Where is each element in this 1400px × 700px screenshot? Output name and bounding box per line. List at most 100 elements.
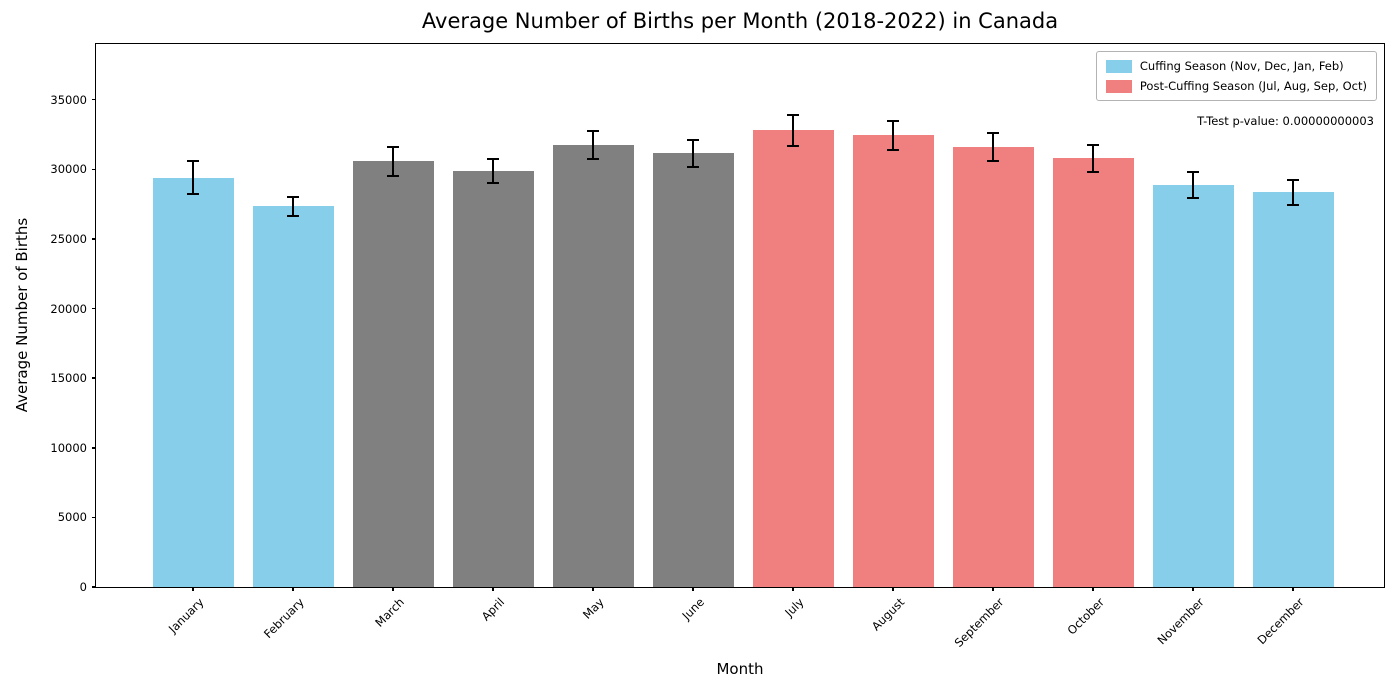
- error-bar-november: [1192, 171, 1194, 199]
- error-cap-bottom-september: [987, 159, 999, 162]
- x-tick-label-october: October: [1064, 595, 1107, 638]
- error-cap-bottom-april: [487, 181, 499, 184]
- y-axis-label: Average Number of Births: [13, 217, 31, 413]
- error-cap-top-august: [887, 119, 899, 122]
- legend-label-1: Post-Cuffing Season (Jul, Aug, Sep, Oct): [1139, 79, 1367, 93]
- error-cap-top-march: [387, 145, 399, 148]
- x-tick-mark-july: [792, 587, 794, 591]
- y-tick-mark: [92, 447, 96, 449]
- error-cap-bottom-november: [1187, 197, 1199, 200]
- legend-row-0: Cuffing Season (Nov, Dec, Jan, Feb): [1105, 59, 1367, 73]
- chart-title: Average Number of Births per Month (2018…: [421, 9, 1059, 33]
- error-cap-top-september: [987, 131, 999, 134]
- x-tick-mark-march: [392, 587, 394, 591]
- error-bar-september: [992, 132, 994, 161]
- legend: Cuffing Season (Nov, Dec, Jan, Feb) Post-…: [1095, 51, 1377, 101]
- error-cap-bottom-june: [687, 166, 699, 169]
- x-tick-mark-december: [1292, 587, 1294, 591]
- x-tick-mark-september: [992, 587, 994, 591]
- y-tick-mark: [92, 168, 96, 171]
- bar-july: [752, 130, 834, 587]
- bar-january: [152, 177, 234, 587]
- bar-may: [552, 145, 634, 587]
- x-tick-mark-august: [892, 587, 894, 591]
- bar-august: [852, 135, 934, 587]
- error-cap-bottom-october: [1087, 171, 1099, 174]
- error-cap-bottom-august: [887, 148, 899, 151]
- error-bar-january: [192, 160, 194, 195]
- legend-label-0: Cuffing Season (Nov, Dec, Jan, Feb): [1139, 59, 1344, 73]
- x-tick-label-december: December: [1254, 595, 1307, 648]
- x-tick-mark-october: [1092, 587, 1094, 591]
- error-cap-bottom-july: [787, 144, 799, 147]
- y-tick-label: 5000: [57, 510, 87, 525]
- error-bar-october: [1092, 144, 1094, 173]
- x-tick-label-august: August: [868, 595, 907, 634]
- bar-june: [652, 153, 734, 587]
- legend-swatch-1: [1105, 79, 1132, 93]
- y-tick-label: 0: [79, 580, 87, 594]
- error-cap-top-november: [1187, 170, 1199, 173]
- error-cap-bottom-january: [187, 193, 199, 196]
- x-tick-label-july: July: [782, 595, 807, 620]
- bar-november: [1152, 185, 1234, 587]
- error-cap-bottom-march: [387, 174, 399, 177]
- error-bar-april: [492, 158, 494, 183]
- y-tick-mark: [92, 586, 96, 588]
- bar-september: [952, 146, 1034, 587]
- x-tick-mark-june: [692, 587, 694, 591]
- x-tick-mark-april: [492, 587, 494, 591]
- error-cap-bottom-may: [587, 158, 599, 161]
- x-tick-label-february: February: [260, 595, 307, 641]
- bar-april: [452, 170, 534, 587]
- y-tick-mark: [92, 98, 96, 101]
- legend-row-1: Post-Cuffing Season (Jul, Aug, Sep, Oct): [1105, 79, 1367, 93]
- error-cap-top-may: [587, 130, 599, 133]
- error-cap-top-january: [187, 159, 199, 162]
- error-bar-march: [392, 146, 394, 176]
- error-bar-may: [592, 131, 594, 160]
- y-tick-label: 15000: [50, 371, 87, 386]
- y-tick-label: 30000: [50, 162, 87, 177]
- bar-february: [252, 206, 334, 587]
- x-tick-label-september: September: [952, 595, 1007, 650]
- y-tick-mark: [92, 238, 96, 240]
- x-axis-label: Month: [716, 660, 764, 678]
- x-tick-label-march: March: [372, 595, 407, 630]
- error-cap-top-december: [1287, 178, 1299, 181]
- error-cap-bottom-december: [1287, 203, 1299, 206]
- error-bar-february: [292, 196, 294, 217]
- bar-october: [1052, 158, 1134, 587]
- x-tick-label-april: April: [478, 595, 507, 624]
- x-tick-mark-may: [592, 587, 594, 591]
- y-tick-label: 35000: [50, 92, 87, 107]
- error-cap-top-june: [687, 138, 699, 141]
- error-cap-bottom-february: [287, 215, 299, 218]
- bar-december: [1252, 192, 1334, 587]
- legend-swatch-0: [1105, 59, 1132, 73]
- error-bar-august: [892, 120, 894, 150]
- x-tick-label-may: May: [580, 595, 607, 622]
- x-tick-mark-february: [292, 587, 294, 591]
- x-tick-label-november: November: [1154, 595, 1207, 648]
- error-bar-june: [692, 139, 694, 168]
- y-tick-mark: [92, 377, 96, 379]
- error-cap-top-july: [787, 114, 799, 117]
- y-tick-mark: [92, 516, 96, 519]
- x-tick-label-january: January: [166, 595, 207, 636]
- x-tick-label-june: June: [679, 595, 707, 623]
- ttest-annotation: T-Test p-value: 0.00000000003: [1197, 114, 1374, 128]
- bar-march: [352, 161, 434, 587]
- error-bar-july: [792, 115, 794, 146]
- x-tick-mark-november: [1192, 587, 1194, 591]
- y-tick-label: 10000: [50, 440, 87, 455]
- error-cap-top-february: [287, 195, 299, 198]
- error-bar-december: [1292, 179, 1294, 205]
- y-tick-mark: [92, 307, 96, 310]
- error-cap-top-october: [1087, 143, 1099, 146]
- y-tick-label: 25000: [50, 231, 87, 246]
- error-cap-top-april: [487, 157, 499, 160]
- plot-area: Cuffing Season (Nov, Dec, Jan, Feb) Post-…: [50, 43, 1385, 650]
- y-tick-label: 20000: [50, 301, 87, 316]
